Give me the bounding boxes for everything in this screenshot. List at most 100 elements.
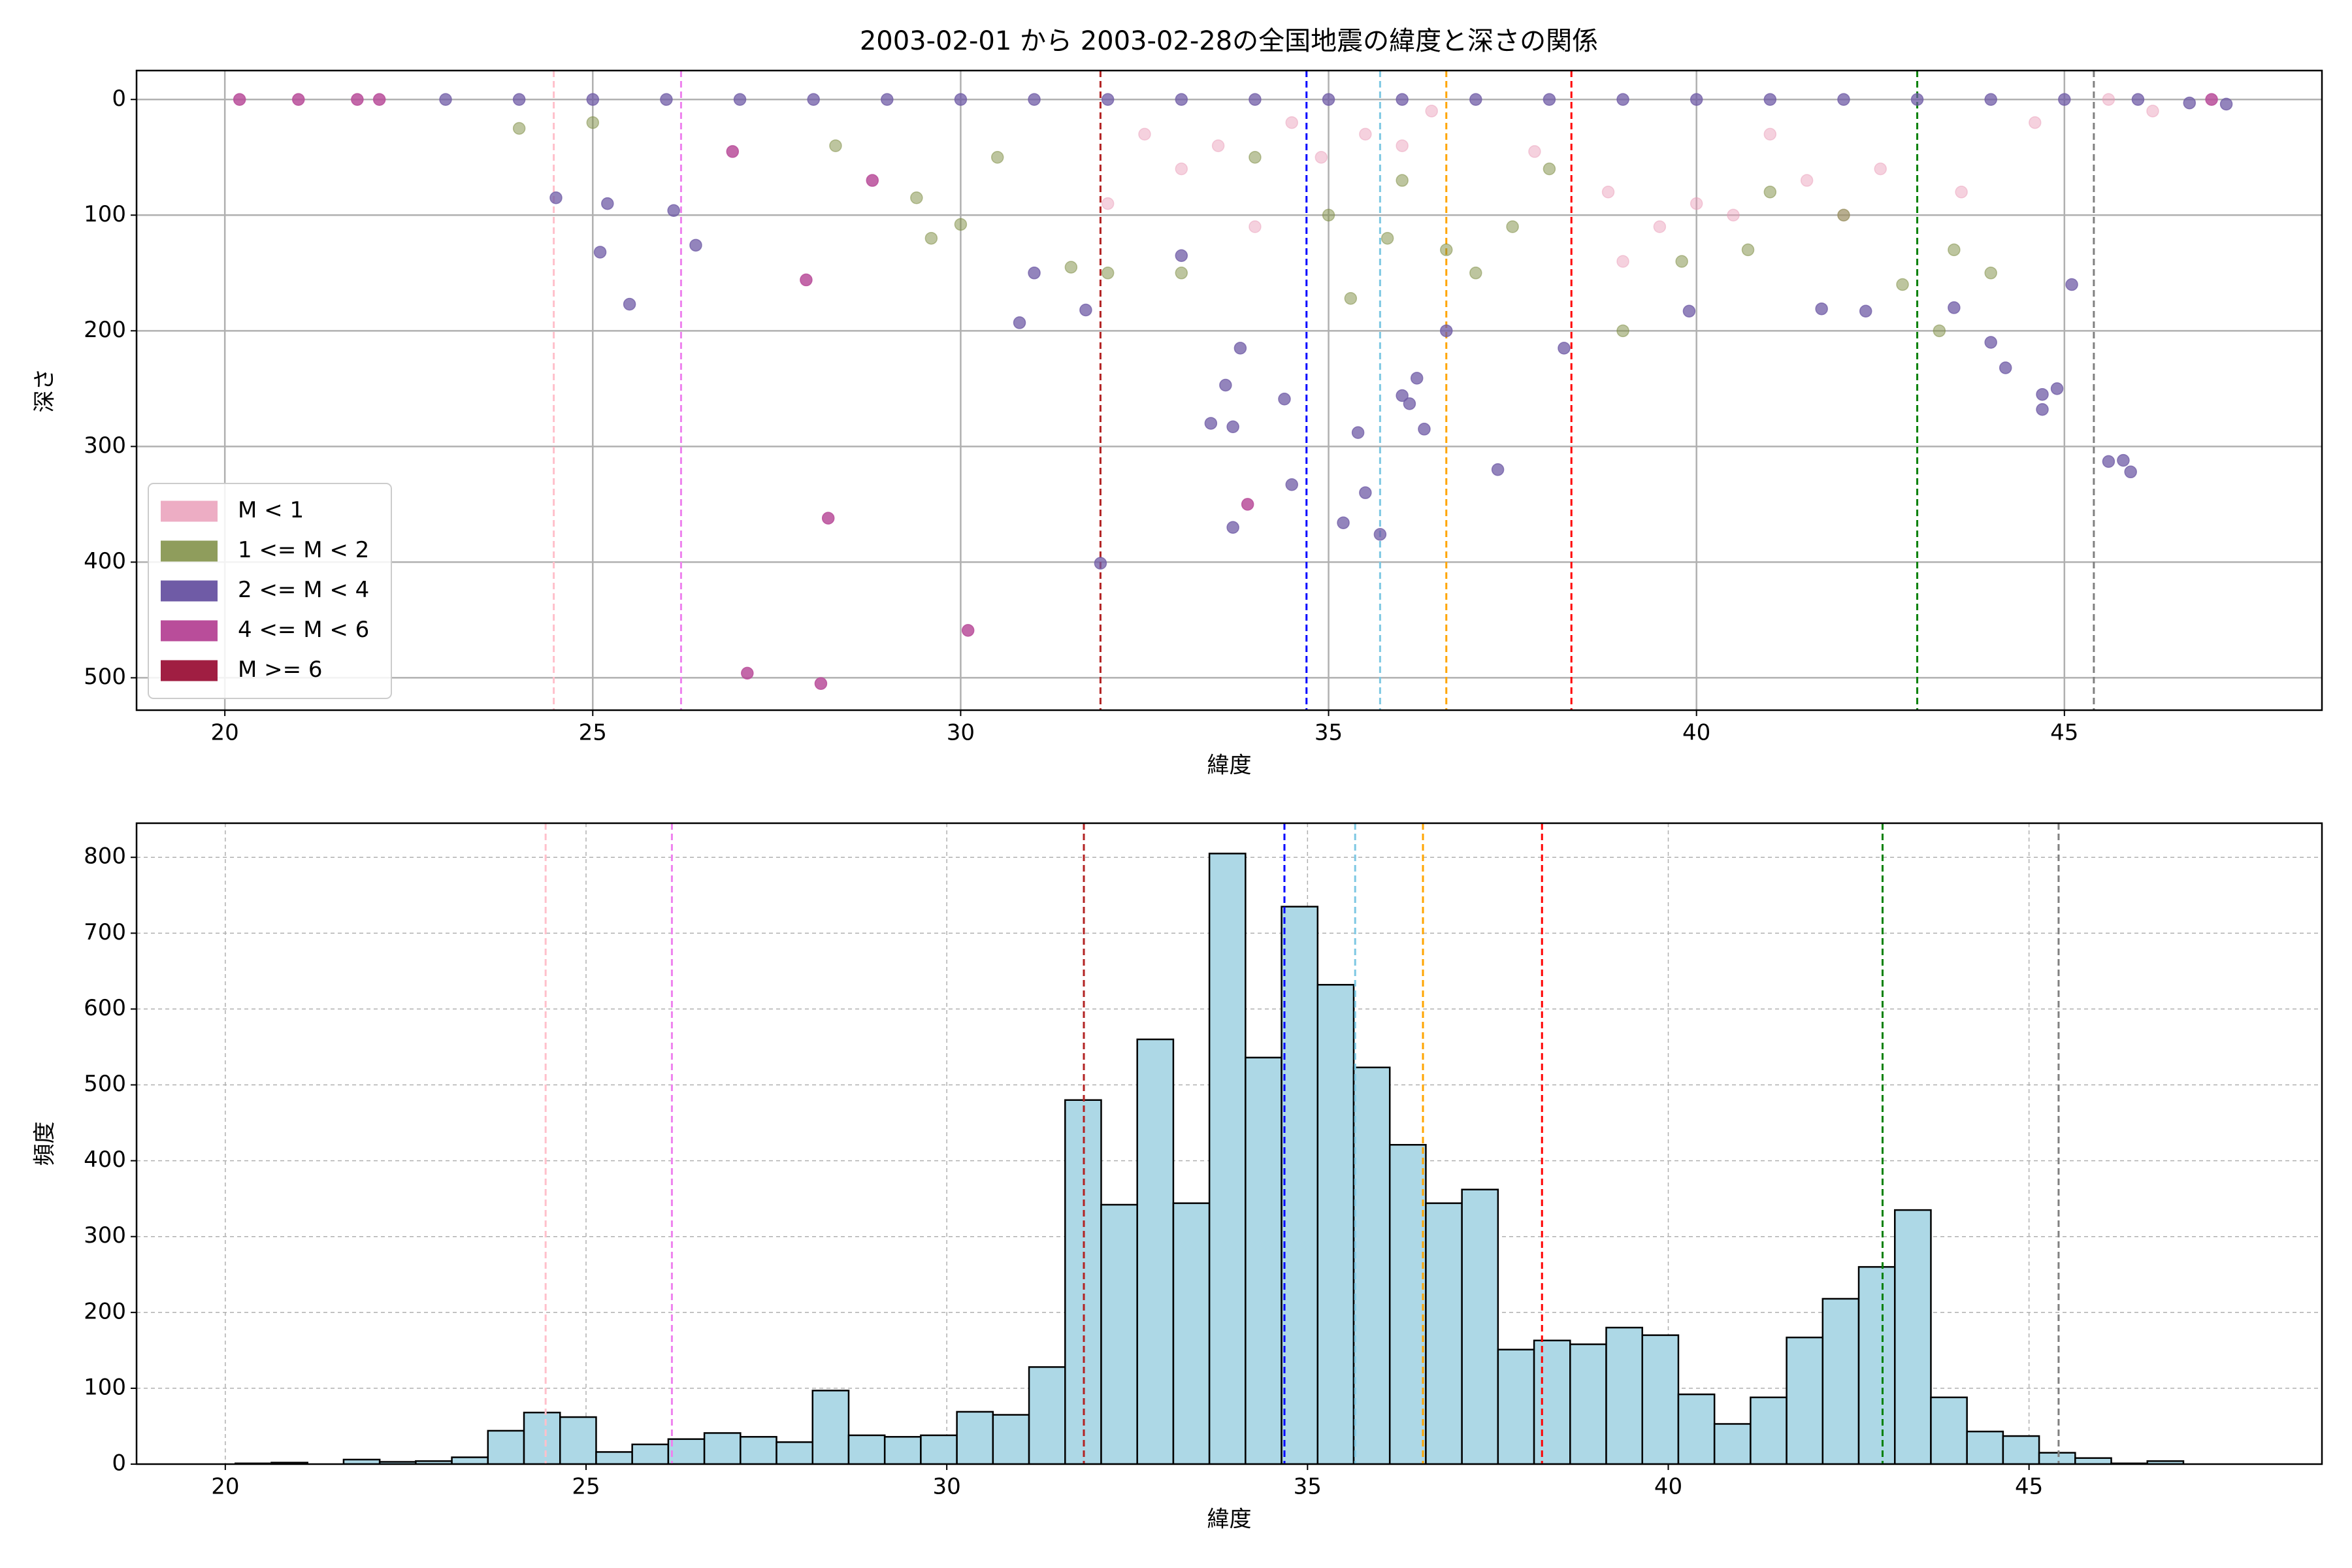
chart-title: 2003-02-01 から 2003-02-28の全国地震の緯度と深さの関係 [860,26,1598,56]
point [689,238,702,252]
legend-label: M < 1 [238,497,304,523]
point [733,93,747,106]
bar [1388,1143,1427,1464]
point [1351,426,1365,439]
bar [1172,1202,1211,1464]
point [1984,336,1997,349]
bar [1605,1326,1643,1464]
point [586,93,600,106]
point [1528,145,1541,158]
point [439,93,452,106]
point [1763,93,1777,106]
bar [559,1416,597,1464]
y-tick-label: 300 [84,433,126,459]
point [1175,249,1188,263]
point [990,151,1004,164]
point [1984,93,1997,106]
legend-swatch [161,540,218,562]
point [1175,162,1188,176]
point [1874,162,1887,176]
bar [1750,1396,1788,1464]
bar [1245,1056,1282,1464]
point [372,93,386,106]
point [2102,455,2115,468]
bar [1136,1038,1175,1464]
point [1079,303,1092,317]
point [829,139,842,152]
y-axis-label: 頻度 [32,1122,58,1166]
x-tick-label: 20 [211,1474,239,1500]
bar [1857,1266,1896,1464]
point [549,191,563,204]
y-tick-label: 200 [84,1298,126,1324]
point [2050,382,2064,395]
legend-label: 1 <= M < 2 [238,537,369,563]
point [1101,93,1115,106]
point [1653,220,1667,233]
bar [1713,1423,1752,1464]
y-tick-label: 300 [84,1222,126,1249]
x-tick-label: 25 [579,720,607,746]
point [2065,278,2078,291]
bar [667,1438,706,1464]
plot-frame [135,69,2323,711]
point [814,677,828,691]
point [1616,93,1629,106]
bar [920,1434,958,1464]
point [1948,243,1961,257]
point [866,174,879,187]
point [1543,93,1556,106]
point [351,93,364,106]
point [1410,372,1424,385]
legend-swatch [161,580,218,602]
point [1469,93,1482,106]
point [2219,97,2233,111]
bar [956,1411,994,1464]
bar [811,1390,850,1464]
y-tick-label: 700 [84,919,126,945]
point [2117,453,2130,467]
bar [1316,984,1355,1464]
point [1984,267,1997,280]
point [1506,220,1519,233]
bar [740,1435,777,1464]
point [601,197,614,210]
point [1322,208,1335,222]
point [1278,393,1291,406]
point [800,273,813,287]
y-tick-label: 200 [84,317,126,343]
point [2124,465,2137,479]
point [1064,261,1078,274]
bar [1352,1066,1391,1464]
point [2183,96,2197,110]
point [1837,208,1850,222]
point [1175,267,1188,280]
point [1727,208,1740,222]
bar [2074,1457,2112,1464]
bar [1533,1339,1571,1464]
point [1682,304,1696,318]
point [1219,378,1232,392]
y-tick-label: 500 [84,664,126,690]
point [2102,93,2115,106]
y-axis-label: 深さ [32,368,58,413]
x-axis-label: 緯度 [1207,753,1252,779]
bar [2002,1435,2040,1464]
point [1101,197,1115,210]
plot-area [233,71,2233,710]
bar [1208,853,1247,1464]
bar [1028,1366,1066,1464]
x-axis-label: 緯度 [1207,1507,1252,1533]
point [2146,105,2159,118]
point [1859,304,1872,318]
point [1211,139,1225,152]
bar [1281,906,1319,1464]
y-tick-label: 500 [84,1071,126,1097]
point [1028,267,1041,280]
point [1249,93,1262,106]
bar [1893,1209,1932,1464]
bar [1461,1188,1499,1464]
bar [1641,1334,1680,1464]
point [1955,186,1968,199]
